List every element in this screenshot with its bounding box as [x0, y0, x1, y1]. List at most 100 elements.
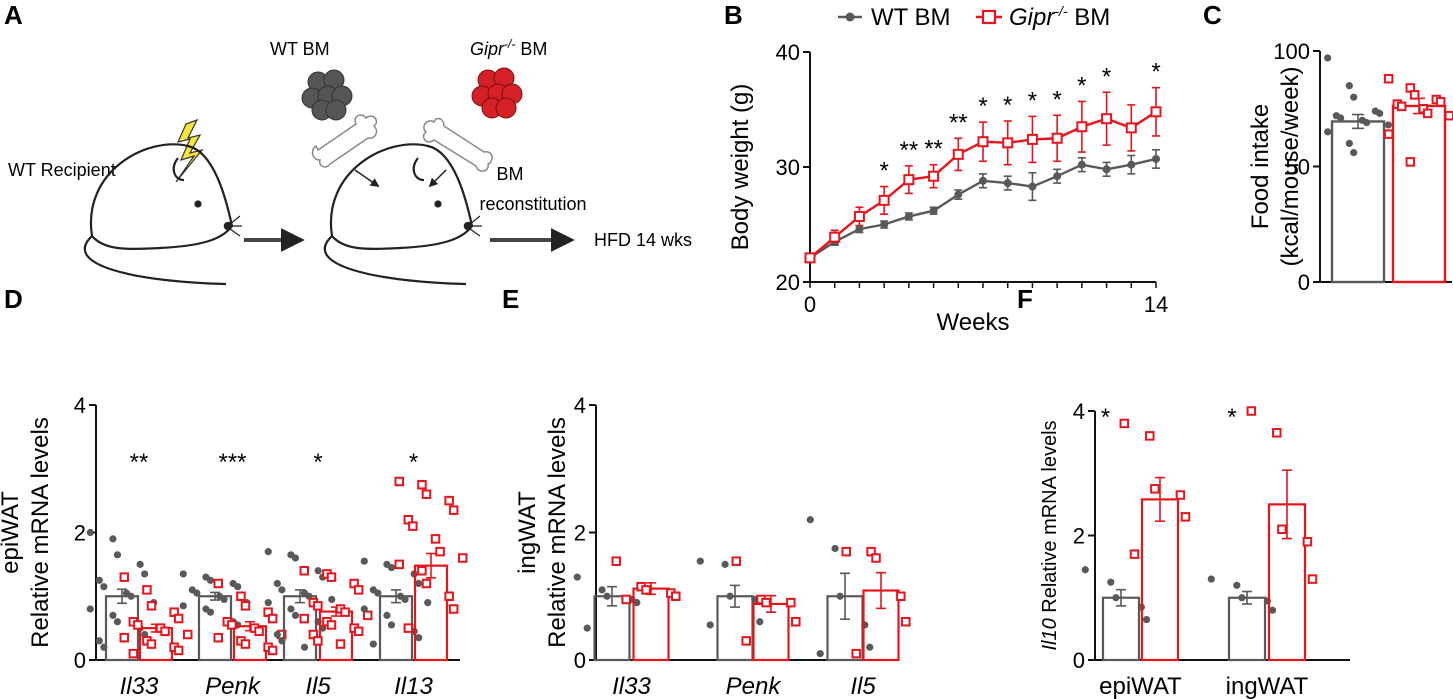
- b-point-gipr: [1125, 122, 1137, 134]
- e-data-point: [696, 557, 704, 565]
- d-data-point: [328, 595, 336, 604]
- panel-label-c: C: [1203, 0, 1222, 30]
- d-data-point: [278, 637, 286, 645]
- e-data-point: [761, 597, 771, 608]
- d-data-point: [401, 595, 409, 604]
- b-significance-label: **: [900, 137, 919, 164]
- d-data-point: [287, 605, 295, 613]
- d-data-point: [264, 548, 272, 556]
- recipient-mouse-icon: [83, 143, 242, 286]
- b-x-tick-label: 14: [1144, 292, 1168, 317]
- c-data-point: [1345, 82, 1353, 90]
- e-category-label: Il5: [850, 673, 876, 699]
- d-data-point: [444, 591, 454, 601]
- panel-label-e: E: [502, 284, 519, 314]
- b-x-tick-label: 0: [804, 292, 816, 317]
- f-bar-wt: [1227, 596, 1267, 662]
- f-data-point: [1145, 431, 1155, 441]
- b-point-wt: [979, 176, 987, 185]
- e-data-point: [756, 618, 764, 626]
- d-significance-label: ***: [218, 449, 246, 476]
- c-y-tick-label: 100: [1273, 39, 1310, 64]
- c-y-axis-label-2: (kcal/mouse/week): [1277, 66, 1304, 266]
- c-y-tick-label: 50: [1286, 155, 1310, 180]
- panel-c-food-intake-chart: 0 50 100 Food intake (kcal/mouse/week): [1247, 39, 1453, 295]
- b-significance-label: *: [1102, 63, 1111, 90]
- d-data-point: [291, 554, 300, 562]
- b-point-wt: [1053, 172, 1062, 181]
- f-y-axis-rest: Relative mRNA levels: [1039, 420, 1061, 618]
- d-data-point: [403, 623, 414, 633]
- e-data-point: [896, 591, 906, 601]
- b-significance-label: *: [1077, 72, 1086, 99]
- b-point-gipr: [903, 174, 915, 186]
- f-bar-wt: [1101, 596, 1141, 662]
- b-point-wt: [1077, 160, 1086, 169]
- wt-arrow: [354, 169, 380, 188]
- wt-bm-cells-icon: [301, 69, 353, 121]
- d-category-label: Penk: [205, 673, 262, 699]
- b-point-gipr: [1002, 137, 1014, 149]
- d-data-point: [326, 572, 337, 582]
- d-data-point: [254, 626, 264, 637]
- d-data-point: [417, 479, 427, 490]
- d-data-point: [206, 576, 215, 584]
- c-data-point: [1383, 129, 1394, 139]
- d-data-point: [369, 640, 377, 648]
- c-data-point: [1384, 121, 1392, 129]
- e-data-point: [806, 516, 814, 524]
- d-data-point: [360, 557, 368, 565]
- d-data-point: [119, 632, 130, 643]
- d-data-point: [278, 586, 286, 594]
- e-data-point: [583, 624, 591, 632]
- d-data-point: [240, 601, 251, 611]
- f-significance-label: *: [1101, 404, 1110, 431]
- d-data-point: [300, 643, 309, 651]
- b-significance-label: *: [1028, 87, 1037, 114]
- f-data-point: [1307, 574, 1318, 584]
- f-significance-label: *: [1227, 404, 1236, 431]
- gipr-arrow: [428, 169, 447, 188]
- d-data-point: [146, 639, 157, 649]
- d-data-point: [374, 589, 382, 597]
- c-data-point: [1363, 119, 1371, 127]
- c-data-point: [1383, 73, 1394, 84]
- d-data-point: [457, 553, 468, 563]
- e-data-point: [573, 573, 581, 581]
- b-point-gipr: [853, 210, 865, 222]
- e-data-point: [851, 648, 861, 659]
- d-data-point: [415, 634, 423, 642]
- b-significance-label: **: [924, 136, 943, 163]
- b-x-axis-label: Weeks: [937, 309, 1010, 336]
- f-data-point: [1142, 615, 1151, 624]
- d-category-label: Il13: [394, 673, 433, 699]
- gipr-bm-label: Gipr-/- BM: [470, 37, 547, 59]
- b-y-tick-label: 30: [776, 155, 800, 180]
- d-data-point: [314, 567, 322, 575]
- f-category-label: epiWAT: [1099, 673, 1182, 699]
- reconstituted-mouse-icon: [323, 143, 482, 286]
- d-data-point: [95, 637, 103, 645]
- d-data-point: [448, 505, 459, 515]
- c-data-point: [1324, 128, 1332, 136]
- c-y-axis-label-1: Food intake: [1247, 104, 1274, 229]
- c-data-point: [1405, 157, 1416, 167]
- d-data-point: [227, 620, 237, 630]
- f-data-point: [1119, 418, 1130, 429]
- b-point-wt: [1152, 154, 1160, 163]
- e-data-point: [816, 650, 824, 658]
- b-point-gipr: [1101, 113, 1113, 125]
- b-point-gipr: [1076, 121, 1088, 133]
- d-data-point: [127, 592, 135, 600]
- e-data-point: [671, 591, 681, 601]
- d-data-point: [394, 476, 405, 487]
- b-significance-label: *: [1003, 92, 1012, 119]
- d-data-point: [142, 585, 152, 595]
- f-bar-gipr: [1140, 498, 1180, 662]
- f-data-point: [1150, 484, 1160, 494]
- d-data-point: [119, 572, 130, 582]
- d-data-point: [340, 607, 350, 617]
- e-data-point: [866, 546, 876, 557]
